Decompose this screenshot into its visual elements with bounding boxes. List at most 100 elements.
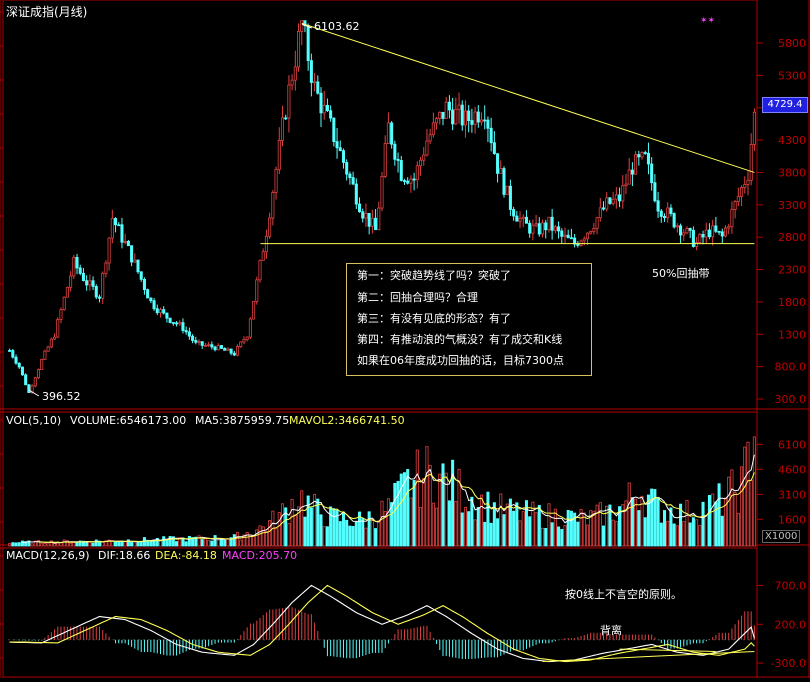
volume-bar-down <box>374 528 378 547</box>
candle-up <box>133 259 137 263</box>
volume-bar-up <box>277 512 281 547</box>
peak-pointer <box>301 23 312 29</box>
volume-bar-down <box>646 494 650 547</box>
volume-bar-down <box>94 539 98 547</box>
low-pointer <box>28 389 40 397</box>
candle-up <box>104 262 108 274</box>
annotation-line: 第四：有推动浪的气概没？有了成交和K线 <box>357 333 563 346</box>
candle-up <box>30 385 34 394</box>
volume-bar-up <box>585 524 589 547</box>
volume-bar-down <box>390 502 394 547</box>
candle-up <box>499 168 503 174</box>
volume-bar-up <box>621 504 625 547</box>
candle-up <box>752 111 756 145</box>
candle-up <box>589 230 593 234</box>
volume-bar-down <box>492 502 496 547</box>
volume-bar-down <box>544 527 548 547</box>
candle-up <box>72 257 76 277</box>
candle-up <box>88 280 92 286</box>
candle-up <box>518 217 522 222</box>
volume-bar-up <box>704 514 708 547</box>
candle-up <box>277 139 281 170</box>
candle-up <box>675 225 679 228</box>
volume-bar-up <box>444 472 448 547</box>
candle-up <box>293 66 297 81</box>
volume-bar-up <box>425 446 429 547</box>
candle-up <box>197 341 201 344</box>
volume-bar-down <box>489 522 493 547</box>
volume-bar-down <box>573 512 577 547</box>
volume-bar-down <box>637 510 641 547</box>
volume-bar-down <box>653 489 657 547</box>
candle-up <box>723 227 728 237</box>
candle-down <box>720 231 724 237</box>
candle-down <box>11 350 15 358</box>
volume-ma5-value: MA5:3875959.75 <box>195 414 290 427</box>
candle-down <box>502 168 506 195</box>
volume-bar-down <box>149 541 153 547</box>
volume-bar-up <box>682 521 686 547</box>
volume-bar-down <box>576 521 580 547</box>
volume-bar-down <box>316 498 320 547</box>
volume-bar-down <box>91 542 95 547</box>
volume-bar-down <box>210 540 214 547</box>
candle-up <box>698 234 702 243</box>
candle-down <box>483 119 487 122</box>
volume-bar-down <box>219 538 224 547</box>
candle-up <box>727 226 731 229</box>
candle-up <box>695 242 699 247</box>
candle-up <box>248 318 252 338</box>
volume-bar-up <box>415 449 419 547</box>
volume-bar-up <box>579 508 583 547</box>
candle-down <box>550 216 554 231</box>
volume-bar-down <box>451 459 455 547</box>
candle-up <box>409 178 413 184</box>
volume-bar-down <box>566 509 570 547</box>
candle-down <box>691 229 695 247</box>
volume-bar-up <box>274 528 278 547</box>
volume-bar-up <box>428 464 432 547</box>
macd-zero-line-note: 按0线上不言空的原则。 <box>565 588 682 601</box>
volume-bar-down <box>512 510 516 547</box>
volume-bar-up <box>261 526 265 547</box>
volume-bar-up <box>463 506 467 547</box>
volume-bar-up <box>435 507 439 547</box>
candle-up <box>422 154 426 161</box>
volume-bar-down <box>508 498 512 547</box>
candle-up <box>505 185 509 195</box>
volume-bar-up <box>614 521 618 547</box>
macd-axis-label: 700.0 <box>775 579 807 592</box>
volume-bar-down <box>701 501 705 547</box>
volume-bar-down <box>165 539 169 547</box>
volume-bar-up <box>88 541 92 547</box>
candle-up <box>59 309 63 320</box>
volume-bar-up <box>207 539 211 547</box>
volume-bar-down <box>309 507 313 547</box>
macd-axis-label: -300.0 <box>771 657 806 670</box>
volume-bar-up <box>746 441 750 547</box>
candle-down <box>126 241 130 247</box>
volume-bar-down <box>175 541 179 547</box>
volume-bar-up <box>255 529 259 547</box>
candle-down <box>441 111 445 119</box>
volume-bar-up <box>245 532 249 547</box>
candle-up <box>370 217 374 227</box>
divergence-label: 背离 <box>600 624 622 637</box>
volume-bar-down <box>720 515 724 547</box>
volume-bar-up <box>752 436 756 547</box>
candle-up <box>682 232 686 236</box>
candle-up <box>290 79 294 86</box>
candle-up <box>226 348 230 351</box>
volume-bar-down <box>20 540 24 547</box>
volume-bar-up <box>236 532 240 547</box>
volume-bar-up <box>203 537 207 547</box>
candle-down <box>117 224 121 227</box>
candle-down <box>714 225 718 232</box>
candle-up <box>621 185 625 202</box>
macd-dea-line <box>9 584 755 663</box>
volume-bar-down <box>496 518 500 547</box>
candle-down <box>608 197 612 204</box>
candle-down <box>309 60 313 83</box>
volume-bar-up <box>418 507 423 547</box>
